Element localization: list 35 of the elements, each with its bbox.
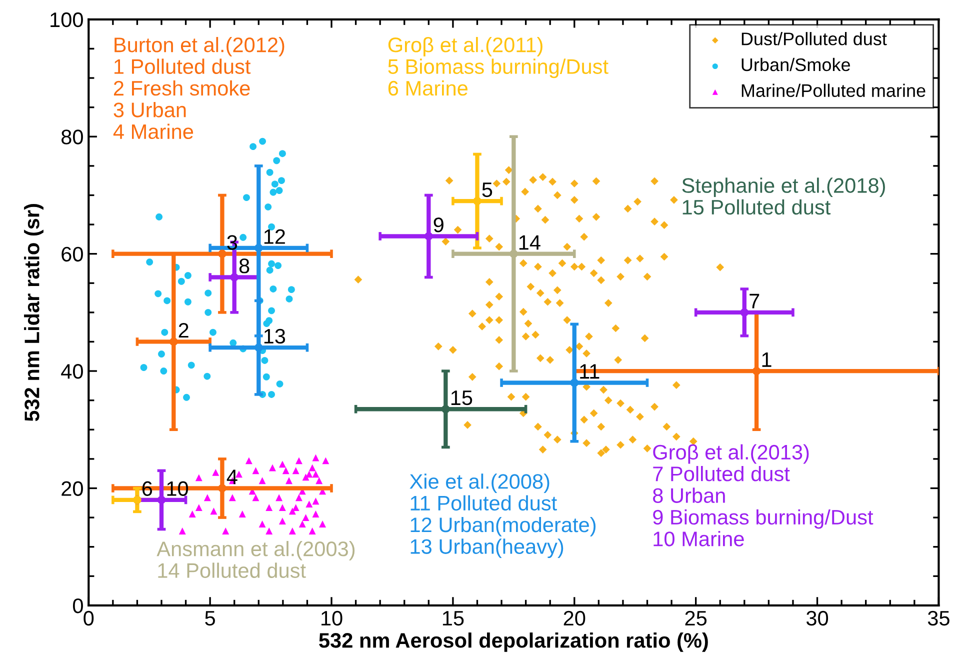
y-axis-title: 532 nm Lidar ratio (sr) bbox=[24, 204, 44, 422]
y-tick-label: 100 bbox=[50, 12, 83, 28]
annotation: Burton et al.(2012) 1 Polluted dust 2 Fresh smoke 3 Urban 4 Marine bbox=[113, 36, 284, 140]
y-tick-label: 0 bbox=[72, 598, 83, 614]
annotation: 8 bbox=[239, 258, 250, 274]
annotation: 12 bbox=[264, 229, 285, 244]
x-tick-label: 5 bbox=[205, 611, 215, 626]
annotation: 15 bbox=[451, 390, 472, 406]
y-tick-label: 80 bbox=[62, 130, 83, 144]
x-tick-label: 25 bbox=[685, 610, 707, 626]
annotation: Groβ et al.(2013) 7 Polluted dust 8 Urban 9 Biomass burning/Dust 10 Marine bbox=[653, 444, 874, 546]
annotation: Groβ et al.(2011) 5 Biomass burning/Dust 6 Marine bbox=[388, 36, 608, 96]
y-tick-label: 20 bbox=[62, 481, 83, 496]
legend-label: Dust/Polluted dust bbox=[742, 32, 887, 46]
annotation: Xie et al.(2008) 11 Polluted dust 12 Urban(moderate) 13 Urban(heavy) bbox=[410, 474, 596, 558]
x-tick-label: 35 bbox=[928, 610, 950, 626]
legend-label: Urban/Smoke bbox=[742, 58, 850, 72]
annotation: Ansmann et al.(2003) 14 Polluted dust bbox=[156, 540, 355, 578]
annotation: 5 bbox=[482, 182, 492, 198]
annotation: Stephanie et al.(2018) 15 Polluted dust bbox=[682, 178, 885, 215]
y-tick-label: 40 bbox=[61, 364, 83, 379]
x-tick-label: 0 bbox=[84, 610, 94, 626]
legend-label: Marine/Polluted marine bbox=[742, 84, 926, 98]
x-tick-label: 30 bbox=[806, 610, 828, 626]
x-tick-label: 20 bbox=[564, 610, 586, 626]
x-axis-title: 532 nm Aerosol depolarization ratio (%) bbox=[319, 632, 708, 652]
x-tick-label: 15 bbox=[442, 611, 464, 626]
annotation: 13 bbox=[264, 328, 286, 344]
annotation: 14 bbox=[519, 235, 540, 250]
annotation: 7 bbox=[750, 294, 760, 308]
annotation: 2 bbox=[178, 323, 188, 338]
y-tick-label: 60 bbox=[62, 246, 83, 262]
annotation: 1 bbox=[762, 352, 772, 367]
x-tick-label: 10 bbox=[322, 610, 342, 626]
annotation: 9 bbox=[434, 218, 444, 232]
